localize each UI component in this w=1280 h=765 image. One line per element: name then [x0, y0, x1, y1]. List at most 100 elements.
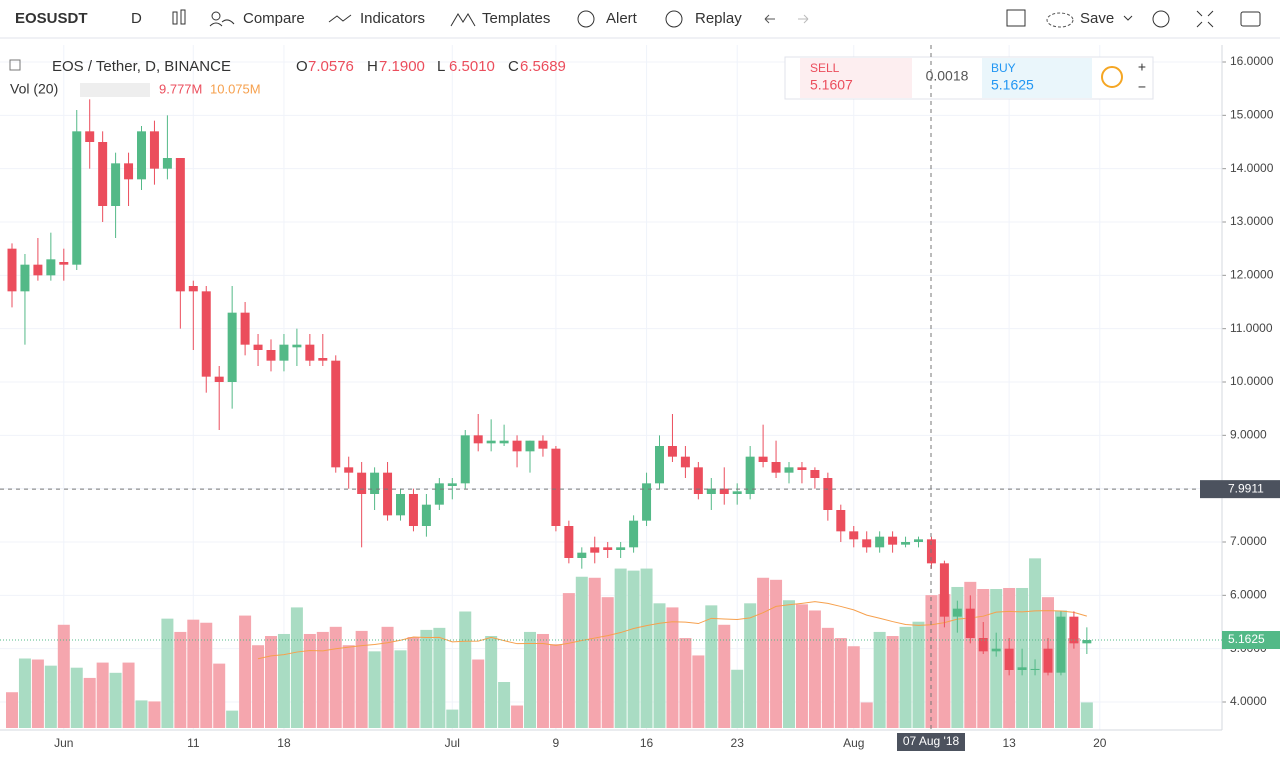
- templates-icon[interactable]: [450, 13, 476, 27]
- volume-bar: [485, 636, 498, 728]
- volume-bar: [808, 610, 821, 728]
- open-label: O: [296, 58, 308, 75]
- candle-body: [486, 440, 496, 444]
- candle-body: [706, 488, 716, 494]
- candle-body: [603, 547, 613, 550]
- candle-body: [667, 446, 677, 457]
- candle-body: [331, 360, 341, 468]
- fullscreen-icon[interactable]: [1196, 10, 1214, 28]
- volume-bar: [692, 655, 705, 728]
- compare-icon[interactable]: [209, 11, 235, 27]
- volume-bar: [200, 622, 213, 728]
- save-menu[interactable]: [1123, 15, 1133, 21]
- volume-bar: [990, 589, 1003, 728]
- x-tick-label: 23: [731, 736, 745, 750]
- candle-body: [473, 435, 483, 444]
- spread: 0.0018: [926, 68, 969, 84]
- snapshot-icon[interactable]: [1240, 11, 1261, 27]
- candle-body: [551, 448, 561, 526]
- settings-icon[interactable]: [1152, 10, 1170, 28]
- symbol[interactable]: EOSUSDT: [15, 10, 88, 27]
- volume-bar: [6, 692, 18, 728]
- last-price-tag: [1222, 631, 1280, 649]
- volume-bar: [562, 593, 575, 728]
- collapse-icon[interactable]: [9, 59, 21, 71]
- candle-body: [564, 526, 574, 558]
- volume-bar: [44, 665, 57, 728]
- candle-body: [20, 264, 30, 292]
- high-label: H: [367, 58, 378, 75]
- candle-body: [447, 483, 457, 486]
- volume-bar: [757, 577, 770, 728]
- layout-icon[interactable]: [1006, 9, 1026, 27]
- y-tick-label: 11.0000: [1230, 321, 1273, 335]
- volume-bar: [705, 605, 718, 728]
- candle-body: [292, 344, 302, 348]
- candle-body: [1017, 667, 1027, 670]
- x-tick-label: Jul: [445, 736, 460, 750]
- candle-body: [823, 478, 833, 510]
- info-icon[interactable]: [1101, 66, 1123, 88]
- volume-bar: [795, 604, 808, 728]
- candle-icon[interactable]: [172, 9, 186, 25]
- volume-bar: [536, 633, 549, 728]
- volume-bar: [511, 705, 524, 728]
- alert-button[interactable]: Alert: [606, 10, 638, 27]
- volume-bar: [226, 710, 239, 728]
- indicators-icon[interactable]: [328, 14, 352, 23]
- volume-bar: [265, 636, 277, 728]
- candle-body: [124, 163, 134, 180]
- candle-body: [227, 312, 237, 382]
- volume-bar: [213, 663, 226, 728]
- candle-body: [149, 131, 159, 169]
- y-tick-label: 12.0000: [1230, 268, 1274, 282]
- volume-bar: [575, 576, 588, 728]
- y-tick-label: 10.0000: [1230, 374, 1274, 388]
- replay-button[interactable]: Replay: [695, 10, 742, 27]
- candle-body: [1004, 648, 1014, 670]
- redo[interactable]: [798, 14, 809, 24]
- buy-button[interactable]: [982, 58, 1092, 98]
- volume-bar: [433, 627, 446, 728]
- price-pane: [7, 99, 1092, 676]
- alert-icon[interactable]: [577, 10, 595, 28]
- x-tick-label: 18: [277, 736, 291, 750]
- candle-body: [201, 291, 211, 377]
- volume-bar: [886, 636, 899, 728]
- sell-price: 5.1607: [810, 77, 853, 93]
- indicators-button[interactable]: Indicators: [360, 10, 425, 27]
- candle-body: [538, 440, 548, 449]
- candle-body: [655, 446, 664, 484]
- volume-bar: [316, 631, 329, 728]
- minus[interactable]: −: [1138, 79, 1146, 95]
- volume-bar: [290, 607, 303, 728]
- plus[interactable]: +: [1138, 59, 1146, 75]
- volume-bar: [277, 633, 290, 728]
- volume-controls[interactable]: [80, 83, 150, 97]
- volume-bar: [731, 669, 744, 728]
- undo[interactable]: [764, 14, 775, 24]
- volume-bar: [1029, 558, 1042, 728]
- replay-icon[interactable]: [665, 10, 683, 28]
- templates-button[interactable]: Templates: [482, 10, 550, 27]
- x-tick-label: Jun: [54, 736, 73, 750]
- candle-body: [111, 163, 121, 206]
- sell-button[interactable]: [800, 58, 912, 98]
- candle-body: [344, 467, 354, 473]
- volume-bar: [381, 626, 394, 728]
- volume-bar: [873, 631, 886, 728]
- volume-bar: [394, 650, 407, 728]
- volume-bar: [407, 637, 420, 728]
- candle-body: [862, 539, 872, 548]
- last-price-label: 5.1625: [1228, 632, 1265, 646]
- cloud-icon[interactable]: [1046, 12, 1074, 28]
- compare-button[interactable]: Compare: [243, 10, 305, 27]
- candle-body: [1082, 640, 1092, 644]
- candle-body: [318, 358, 328, 361]
- interval[interactable]: D: [131, 10, 142, 27]
- candle-body: [396, 494, 405, 516]
- volume-bar: [83, 677, 96, 728]
- volume-bar: [122, 662, 135, 728]
- save-button[interactable]: Save: [1080, 10, 1114, 27]
- candle-body: [1056, 616, 1066, 673]
